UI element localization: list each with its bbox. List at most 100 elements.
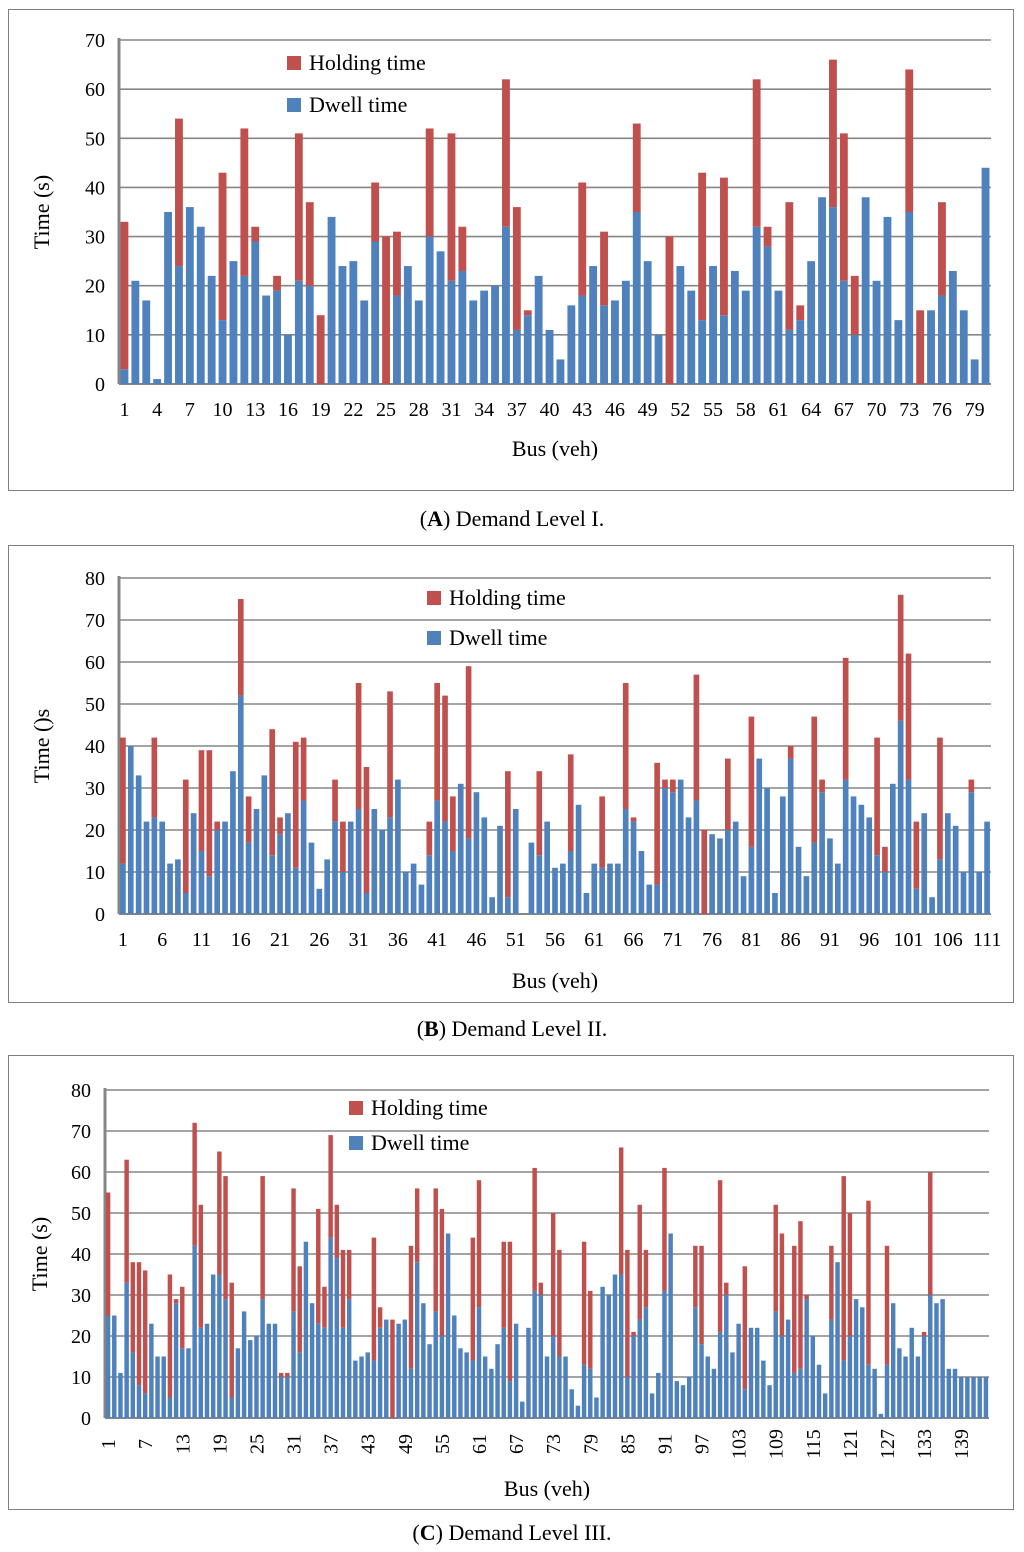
y-tick-label: 50 (85, 694, 105, 716)
bar-dwell (536, 855, 543, 914)
chart-panel-b: 0 10 20 30 40 50 60 70 80 1 6 11 16 21 26 31 36 41 46 51 56 6… (8, 545, 1014, 1003)
y-tick-label: 30 (71, 1285, 91, 1307)
bar-dwell (894, 320, 903, 384)
bar-dwell (612, 1274, 618, 1418)
legend-dwell-swatch (427, 631, 441, 645)
bar-dwell (929, 897, 935, 914)
bar-dwell (470, 1360, 476, 1418)
bar-holding (785, 202, 794, 330)
bar-dwell (686, 1377, 692, 1418)
bar-holding (928, 1172, 933, 1295)
bar-dwell (767, 1385, 772, 1418)
bar-dwell (507, 1381, 513, 1418)
chart-a-svg: 0 10 20 30 40 50 60 70 1 4 7 10 13 16 19 22 25 28 31 34 37 40… (29, 30, 991, 461)
y-tick-label: 0 (95, 374, 105, 396)
bar-dwell (118, 1372, 123, 1418)
bar-dwell (210, 1274, 216, 1418)
bar-dwell (457, 783, 464, 914)
x-tick-label: 1 (119, 399, 129, 421)
bar-holding (662, 1167, 667, 1291)
bar-dwell (235, 1348, 241, 1418)
bar-holding (670, 779, 676, 793)
bar-dwell (433, 1311, 438, 1418)
bar-dwell (489, 897, 495, 914)
bar-dwell (705, 1356, 710, 1418)
bar-dwell (284, 334, 292, 384)
caption-b: (B) Demand Level II. (416, 1016, 608, 1041)
bar-holding (470, 1237, 476, 1361)
bar-dwell (818, 197, 826, 384)
bar-dwell (662, 788, 668, 914)
x-tick-label: 81 (741, 929, 761, 951)
bar-dwell (761, 1360, 766, 1418)
bar-holding (512, 207, 521, 330)
bar-dwell (544, 1356, 550, 1418)
bar-dwell (198, 1327, 204, 1418)
bar-holding (458, 226, 467, 271)
bar-dwell (396, 1323, 401, 1418)
bar-dwell (882, 872, 888, 914)
x-tick-label: 41 (427, 929, 447, 951)
bar-dwell (414, 1262, 420, 1418)
bar-dwell (505, 897, 511, 914)
bar-holding (505, 771, 511, 898)
bar-dwell (464, 1352, 469, 1418)
bar-dwell (841, 1360, 846, 1418)
x-tick-label: 16 (231, 929, 251, 951)
bar-dwell (717, 1331, 723, 1418)
bar-holding (214, 821, 221, 830)
bar-holding (300, 737, 307, 801)
bar-holding (637, 1204, 642, 1320)
x-tick-label: 11 (192, 929, 211, 951)
bar-dwell (937, 859, 943, 914)
bar-dwell (575, 1405, 581, 1418)
bar-dwell (866, 817, 873, 914)
bar-dwell (928, 1295, 933, 1418)
bar-dwell (803, 876, 810, 914)
bar-dwell (698, 320, 707, 384)
bar-holding (625, 1249, 630, 1377)
bar-dwell (847, 1336, 853, 1418)
x-tick-label: 64 (801, 399, 821, 421)
bar-dwell (473, 792, 480, 914)
bar-holding (130, 1262, 136, 1353)
bar-holding (332, 779, 338, 822)
bar-dwell (127, 746, 134, 914)
legend-holding-swatch (287, 56, 301, 70)
bar-dwell (630, 821, 637, 914)
x-tick-label: 25 (376, 399, 396, 421)
x-tick-label: 55 (432, 1434, 454, 1454)
bar-holding (371, 1237, 377, 1361)
bar-dwell (643, 1307, 649, 1418)
bar-dwell (560, 863, 566, 914)
bar-dwell (890, 1303, 896, 1418)
bar-dwell (512, 329, 521, 384)
caption-c-letter: C (419, 1520, 436, 1545)
bar-dwell (915, 1356, 921, 1418)
bar-dwell (903, 1356, 908, 1418)
bar-dwell (421, 1303, 426, 1418)
bar-dwell (550, 1336, 556, 1418)
x-tick-label: 49 (638, 399, 658, 421)
bar-dwell (513, 1323, 519, 1418)
x-tick-label: 109 (766, 1429, 788, 1459)
bar-dwell (164, 212, 172, 384)
bar-dwell (625, 1377, 630, 1418)
bar-dwell (153, 379, 162, 384)
bar-holding (390, 1319, 395, 1418)
bar-holding (632, 123, 641, 212)
bar-dwell (656, 1372, 661, 1418)
x-tick-label: 13 (172, 1434, 194, 1454)
bar-dwell (606, 1295, 612, 1418)
bar-dwell (131, 280, 140, 384)
bar-holding (245, 796, 252, 843)
bar-holding (297, 1266, 302, 1353)
bar-dwell (959, 310, 968, 384)
bar-holding (662, 779, 668, 788)
bar-dwell (254, 1336, 259, 1418)
bar-dwell (709, 266, 717, 384)
bar-holding (763, 226, 772, 247)
x-tick-label: 58 (736, 399, 756, 421)
bar-dwell (120, 369, 129, 384)
bar-holding (588, 1290, 593, 1369)
